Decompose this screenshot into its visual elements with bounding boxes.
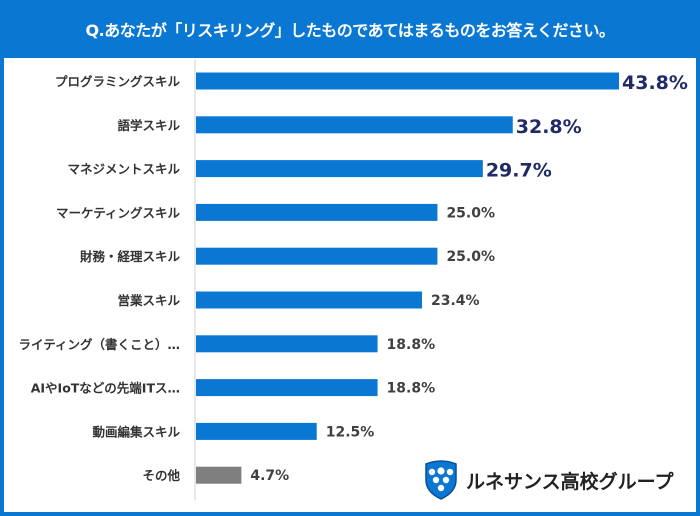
logo-text: ルネサンス高校グループ	[466, 470, 674, 493]
bar	[196, 379, 378, 397]
bar	[196, 72, 619, 90]
category-label: ライティング（書くこと）…	[18, 337, 180, 352]
question-header: Q.あなたが「リスキリング」したものであてはまるものをお答えください。	[0, 0, 700, 58]
bar	[196, 116, 513, 134]
logo: ルネサンス高校グループ	[424, 460, 673, 500]
category-label: 財務・経理スキル	[79, 249, 181, 264]
category-label: 営業スキル	[117, 293, 180, 308]
shield-logo-icon	[425, 460, 457, 500]
value-label: 25.0%	[446, 205, 495, 221]
value-label: 29.7%	[486, 160, 552, 182]
value-label: 25.0%	[446, 249, 495, 265]
category-label: プログラミングスキル	[55, 74, 181, 89]
category-label: 動画編集スキル	[92, 424, 180, 439]
value-label: 43.8%	[622, 72, 688, 94]
value-label: 23.4%	[431, 293, 480, 309]
bar	[196, 160, 483, 178]
category-label: マーケティングスキル	[56, 205, 181, 220]
bar	[196, 291, 422, 309]
value-label: 4.7%	[250, 468, 289, 484]
bar	[196, 203, 438, 221]
category-label: AIやIoTなどの先端ITス…	[31, 381, 180, 396]
bar	[196, 247, 438, 265]
value-label: 12.5%	[326, 424, 375, 440]
value-label: 32.8%	[516, 116, 582, 138]
bar	[196, 335, 378, 353]
bar	[196, 466, 242, 484]
value-label: 18.8%	[387, 381, 436, 397]
bar	[196, 422, 317, 440]
category-label: その他	[142, 468, 180, 483]
category-label: 語学スキル	[117, 118, 180, 133]
category-label: マネジメントスキル	[67, 162, 180, 177]
question-title: Q.あなたが「リスキリング」したものであてはまるものをお答えください。	[85, 21, 615, 40]
value-label: 18.8%	[387, 337, 436, 353]
